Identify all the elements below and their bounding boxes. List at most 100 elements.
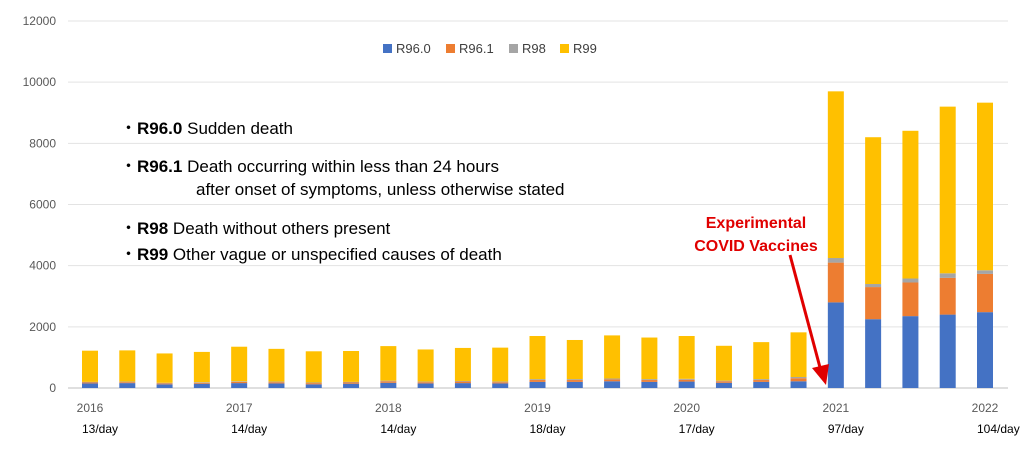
code-name: R96.0 <box>137 119 183 138</box>
legend-label: R96.1 <box>459 41 494 56</box>
annotation: Experimental COVID Vaccines <box>676 212 836 258</box>
bar-segment-r96-0 <box>566 381 583 388</box>
bar-segment-r96-1 <box>939 277 956 315</box>
bar-segment-r99 <box>977 102 993 271</box>
y-tick-label: 8000 <box>29 136 56 150</box>
x-tick-label: 2017 <box>226 401 253 415</box>
bar-segment-r96-1 <box>715 381 732 383</box>
legend-swatch <box>446 44 455 53</box>
code-bullet: ・ <box>120 157 137 176</box>
y-tick-label: 2000 <box>29 320 56 334</box>
code-description: Sudden death <box>187 119 293 138</box>
bar-segment-r96-0 <box>604 381 621 388</box>
bars <box>82 91 993 388</box>
per-day-label: 14/day <box>231 422 267 436</box>
bar-segment-r98 <box>753 379 770 381</box>
bar-segment-r99 <box>604 335 621 379</box>
bar-segment-r96-1 <box>678 379 695 382</box>
bar-segment-r96-1 <box>753 380 770 382</box>
bar-segment-r96-0 <box>231 383 248 388</box>
bar-segment-r96-0 <box>977 312 993 388</box>
bar-segment-r98 <box>827 258 844 263</box>
annotation-line: COVID Vaccines <box>694 238 818 255</box>
bar-segment-r98 <box>678 378 695 380</box>
y-tick-label: 10000 <box>23 75 57 89</box>
bar-segment-r96-1 <box>268 382 285 384</box>
bar-segment-r99 <box>678 336 695 379</box>
bar-segment-r96-1 <box>641 380 658 382</box>
bar-segment-r96-1 <box>343 382 360 384</box>
bar-segment-r96-1 <box>865 287 882 320</box>
legend-item: R96.1 <box>446 41 494 56</box>
code-description: Other vague or unspecified causes of dea… <box>172 245 502 264</box>
gridlines <box>68 20 1008 389</box>
code-r96-1-continuation: after onset of symptoms, unless otherwis… <box>196 180 565 200</box>
y-axis: 0 2000 4000 6000 8000 10000 12000 <box>23 14 57 395</box>
code-name: R99 <box>137 245 169 264</box>
bar-segment-r96-0 <box>119 383 136 388</box>
bar-segment-r96-0 <box>343 383 360 388</box>
y-tick-label: 12000 <box>23 14 57 28</box>
code-description: after onset of symptoms, unless otherwis… <box>196 180 565 199</box>
bar-segment-r98 <box>939 273 956 278</box>
bar-segment-r96-0 <box>380 382 397 388</box>
bar-segment-r96-0 <box>193 383 210 388</box>
bar-segment-r96-0 <box>939 314 956 388</box>
legend-swatch <box>560 44 569 53</box>
bar-segment-r96-0 <box>417 383 434 388</box>
legend-item: R98 <box>509 41 546 56</box>
bar-segment-r99 <box>865 137 882 285</box>
code-description: Death without others present <box>172 219 391 238</box>
per-day-label: 14/day <box>380 422 416 436</box>
bar-segment-r99 <box>454 347 471 381</box>
bar-segment-r96-1 <box>417 382 434 384</box>
bar-segment-r96-0 <box>305 384 322 388</box>
bar-segment-r99 <box>902 130 919 279</box>
bar-segment-r98 <box>82 381 98 383</box>
bar-segment-r98 <box>902 278 919 283</box>
bar-segment-r96-1 <box>305 383 322 385</box>
bar-segment-r96-0 <box>902 316 919 388</box>
bar-segment-r98 <box>529 379 546 381</box>
bar-segment-r98 <box>865 284 882 288</box>
annotation-line: Experimental <box>705 215 807 232</box>
bar-segment-r96-1 <box>82 382 98 384</box>
code-bullet: ・ <box>120 119 137 138</box>
bar-segment-r98 <box>156 382 173 384</box>
x-tick-label: 2022 <box>972 401 999 415</box>
per-day-label: 13/day <box>82 422 118 436</box>
bar-segment-r99 <box>827 91 844 259</box>
per-day-label: 17/day <box>679 422 715 436</box>
bar-segment-r98 <box>417 381 434 383</box>
bar-segment-r98 <box>492 381 509 383</box>
code-name: R98 <box>137 219 169 238</box>
code-r99: ・R99 Other vague or unspecified causes o… <box>120 240 502 265</box>
bar-segment-r96-1 <box>193 382 210 384</box>
bar-segment-r96-1 <box>454 381 471 384</box>
bar-segment-r99 <box>343 350 360 382</box>
bar-segment-r96-0 <box>827 302 844 388</box>
bar-segment-r96-0 <box>865 319 882 388</box>
bar-segment-r96-1 <box>380 381 397 383</box>
code-name: R96.1 <box>137 157 183 176</box>
bar-segment-r96-0 <box>715 382 732 388</box>
bar-segment-r99 <box>790 332 807 377</box>
bar-segment-r99 <box>417 349 434 382</box>
bar-segment-r96-1 <box>902 282 919 317</box>
bar-segment-r99 <box>380 346 397 381</box>
per-day-label: 18/day <box>530 422 566 436</box>
bar-segment-r98 <box>454 380 471 382</box>
bar-segment-r98 <box>119 381 136 383</box>
bar-segment-r96-1 <box>119 382 136 384</box>
legend-swatch <box>509 44 518 53</box>
bar-segment-r96-0 <box>492 383 509 388</box>
bar-segment-r96-0 <box>529 381 546 388</box>
bar-segment-r96-1 <box>827 262 844 303</box>
y-tick-label: 0 <box>49 381 56 395</box>
y-tick-label: 6000 <box>29 198 56 212</box>
bar-segment-r99 <box>82 350 98 382</box>
bar-segment-r98 <box>268 381 285 383</box>
bar-segment-r99 <box>156 353 173 383</box>
x-tick-label: 2018 <box>375 401 402 415</box>
